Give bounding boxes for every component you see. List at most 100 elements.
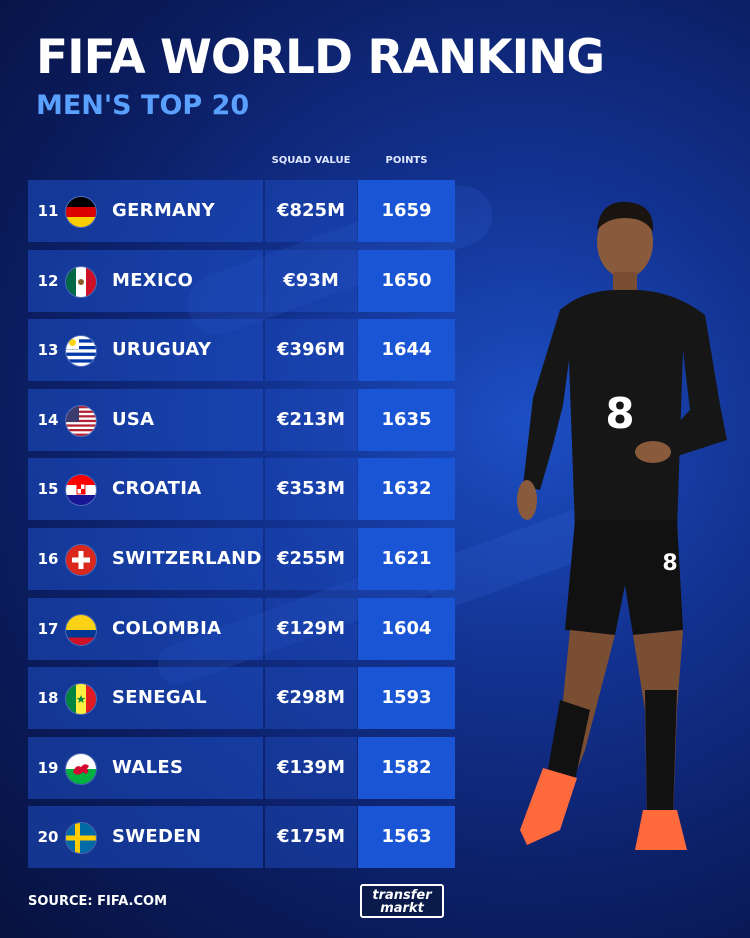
points-cell: 1632 bbox=[358, 458, 455, 521]
table-row: 20 SWEDEN €175M 1563 bbox=[28, 806, 456, 869]
points-value: 1604 bbox=[381, 617, 432, 639]
squad-value: €129M bbox=[276, 617, 345, 639]
country-name: COLOMBIA bbox=[112, 617, 222, 639]
colombia-flag-icon bbox=[65, 613, 97, 646]
points-cell: 1644 bbox=[358, 319, 455, 382]
points-cell: 1650 bbox=[358, 249, 455, 312]
squad-value-cell: €175M bbox=[265, 806, 357, 869]
squad-value: €396M bbox=[276, 339, 345, 361]
points-cell: 1582 bbox=[358, 736, 455, 799]
squad-value-cell: €396M bbox=[265, 319, 357, 382]
squad-value-cell: €298M bbox=[265, 667, 357, 730]
mexico-flag-icon bbox=[65, 265, 97, 298]
ranking-table: 11 GERMANY €825M 1659 12 MEXICO €93M 165… bbox=[28, 180, 456, 876]
table-row: 17 COLOMBIA €129M 1604 bbox=[28, 597, 456, 660]
squad-value-cell: €213M bbox=[265, 388, 357, 451]
rank-number: 14 bbox=[37, 410, 59, 429]
uruguay-flag-icon bbox=[65, 335, 97, 368]
country-cell: 17 COLOMBIA bbox=[28, 597, 263, 660]
country-name: URUGUAY bbox=[112, 339, 212, 361]
country-cell: 12 MEXICO bbox=[28, 249, 263, 312]
country-cell: 19 WALES bbox=[28, 736, 263, 799]
table-row: 19 WALES €139M 1582 bbox=[28, 736, 456, 799]
points-value: 1621 bbox=[381, 547, 432, 569]
country-name: SWITZERLAND bbox=[112, 547, 262, 569]
player-image: 8 8 bbox=[465, 190, 735, 860]
senegal-flag-icon bbox=[65, 683, 97, 716]
country-cell: 11 GERMANY bbox=[28, 180, 263, 242]
switzerland-flag-icon bbox=[65, 543, 97, 576]
column-header-squad-value: SQUAD VALUE bbox=[271, 155, 351, 166]
points-cell: 1604 bbox=[358, 597, 455, 660]
rank-number: 20 bbox=[37, 828, 59, 847]
squad-value: €213M bbox=[276, 408, 345, 430]
country-name: GERMANY bbox=[112, 200, 215, 221]
points-value: 1650 bbox=[381, 269, 432, 291]
country-name: WALES bbox=[112, 756, 184, 778]
points-cell: 1593 bbox=[358, 667, 455, 730]
squad-value-cell: €139M bbox=[265, 736, 357, 799]
rank-number: 11 bbox=[37, 202, 59, 220]
source-text: SOURCE: FIFA.COM bbox=[28, 894, 168, 909]
country-name: USA bbox=[112, 408, 155, 430]
wales-flag-icon bbox=[65, 752, 97, 785]
page-subtitle: MEN'S TOP 20 bbox=[36, 90, 250, 121]
sweden-flag-icon bbox=[65, 822, 97, 855]
rank-number: 16 bbox=[37, 549, 59, 568]
country-cell: 13 URUGUAY bbox=[28, 319, 263, 382]
country-name: SWEDEN bbox=[112, 826, 202, 848]
table-row: 16 SWITZERLAND €255M 1621 bbox=[28, 527, 456, 590]
squad-value-cell: €129M bbox=[265, 597, 357, 660]
squad-value: €825M bbox=[276, 200, 345, 221]
points-value: 1632 bbox=[381, 478, 432, 500]
squad-value-cell: €255M bbox=[265, 527, 357, 590]
country-cell: 20 SWEDEN bbox=[28, 806, 263, 869]
points-value: 1593 bbox=[381, 687, 432, 709]
page-title: FIFA WORLD RANKING bbox=[36, 30, 605, 85]
germany-flag-icon bbox=[65, 196, 97, 228]
points-cell: 1635 bbox=[358, 388, 455, 451]
squad-value-cell: €825M bbox=[265, 180, 357, 242]
croatia-flag-icon bbox=[65, 474, 97, 507]
logo-line-1: transfer bbox=[372, 888, 432, 903]
shorts-number: 8 bbox=[662, 551, 677, 576]
table-row: 12 MEXICO €93M 1650 bbox=[28, 249, 456, 312]
rank-number: 15 bbox=[37, 480, 59, 499]
country-cell: 15 CROATIA bbox=[28, 458, 263, 521]
rank-number: 17 bbox=[37, 619, 59, 638]
country-cell: 16 SWITZERLAND bbox=[28, 527, 263, 590]
logo-line-2: markt bbox=[380, 901, 424, 916]
points-cell: 1563 bbox=[358, 806, 455, 869]
country-cell: 18 SENEGAL bbox=[28, 667, 263, 730]
rank-number: 18 bbox=[37, 689, 59, 708]
points-value: 1563 bbox=[381, 826, 432, 848]
rank-number: 13 bbox=[37, 341, 59, 360]
squad-value: €139M bbox=[276, 756, 345, 778]
transfermarkt-logo: transfer markt bbox=[360, 884, 444, 918]
rank-number: 12 bbox=[37, 271, 59, 290]
squad-value: €353M bbox=[276, 478, 345, 500]
table-row: 13 URUGUAY €396M 1644 bbox=[28, 319, 456, 382]
squad-value: €93M bbox=[283, 269, 339, 291]
table-row: 18 SENEGAL €298M 1593 bbox=[28, 667, 456, 730]
rank-number: 19 bbox=[37, 758, 59, 777]
shirt-number: 8 bbox=[605, 389, 634, 438]
points-value: 1659 bbox=[381, 200, 432, 221]
squad-value: €255M bbox=[276, 547, 345, 569]
points-cell: 1621 bbox=[358, 527, 455, 590]
country-cell: 14 USA bbox=[28, 388, 263, 451]
squad-value-cell: €353M bbox=[265, 458, 357, 521]
country-name: MEXICO bbox=[112, 269, 194, 291]
points-value: 1644 bbox=[381, 339, 432, 361]
points-value: 1582 bbox=[381, 756, 432, 778]
usa-flag-icon bbox=[65, 404, 97, 437]
table-row: 11 GERMANY €825M 1659 bbox=[28, 180, 456, 242]
points-cell: 1659 bbox=[358, 180, 455, 242]
country-name: SENEGAL bbox=[112, 687, 207, 709]
column-header-points: POINTS bbox=[385, 155, 428, 166]
points-value: 1635 bbox=[381, 408, 432, 430]
country-name: CROATIA bbox=[112, 478, 202, 500]
squad-value: €175M bbox=[276, 826, 345, 848]
squad-value: €298M bbox=[276, 687, 345, 709]
squad-value-cell: €93M bbox=[265, 249, 357, 312]
